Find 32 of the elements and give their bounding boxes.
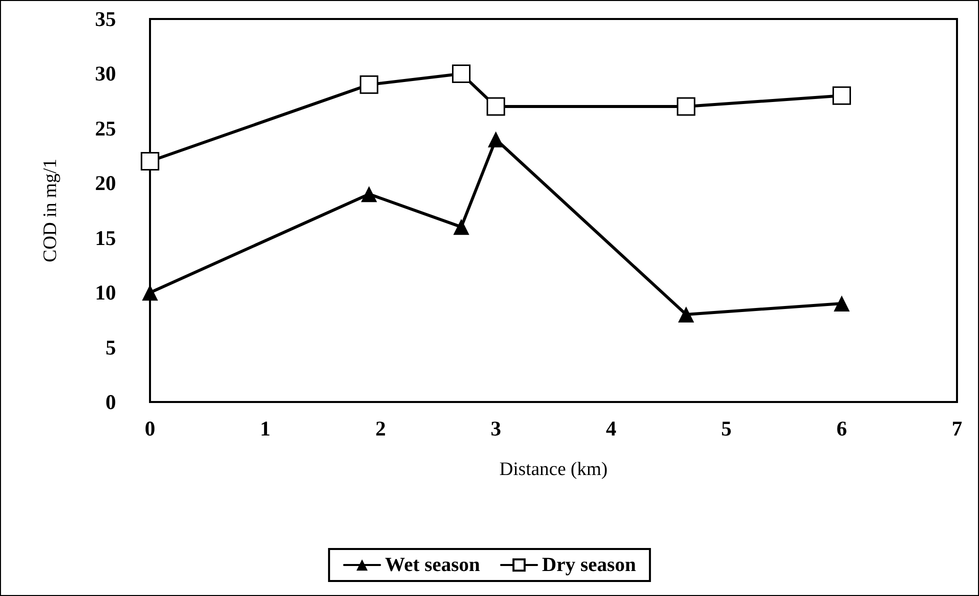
x-axis-title: Distance (km)	[499, 459, 608, 480]
y-tick-label: 10	[95, 280, 116, 305]
point	[676, 97, 696, 116]
y-tick-label: 25	[95, 116, 116, 140]
x-tick-label: 5	[721, 416, 732, 440]
y-tick-label: 35	[95, 7, 116, 31]
x-tick-label: 6	[836, 416, 847, 440]
point	[832, 86, 851, 105]
point	[486, 97, 506, 116]
x-tick-label: 4	[606, 416, 617, 440]
x-tick-label: 0	[144, 416, 156, 440]
legend-label: Dry season	[542, 554, 636, 576]
y-tick-label: 20	[95, 171, 116, 196]
y-tick-label: 5	[106, 335, 116, 360]
point	[142, 284, 158, 301]
point	[488, 131, 504, 148]
x-tick-label: 7	[952, 416, 962, 440]
point	[361, 186, 378, 202]
point	[678, 306, 694, 322]
point	[140, 152, 160, 171]
point	[452, 64, 471, 83]
y-tick-label: 0	[106, 390, 116, 414]
x-tick-label: 3	[490, 416, 502, 440]
legend-label: Wet season	[385, 554, 480, 576]
point	[834, 296, 850, 312]
x-tick-label: 2	[375, 416, 386, 440]
point	[360, 75, 378, 94]
y-tick-label: 15	[95, 226, 116, 250]
y-axis-title: COD in mg/1	[40, 158, 61, 262]
x-tick-label: 1	[260, 416, 271, 440]
y-tick-label: 30	[95, 62, 116, 86]
point	[453, 218, 470, 235]
